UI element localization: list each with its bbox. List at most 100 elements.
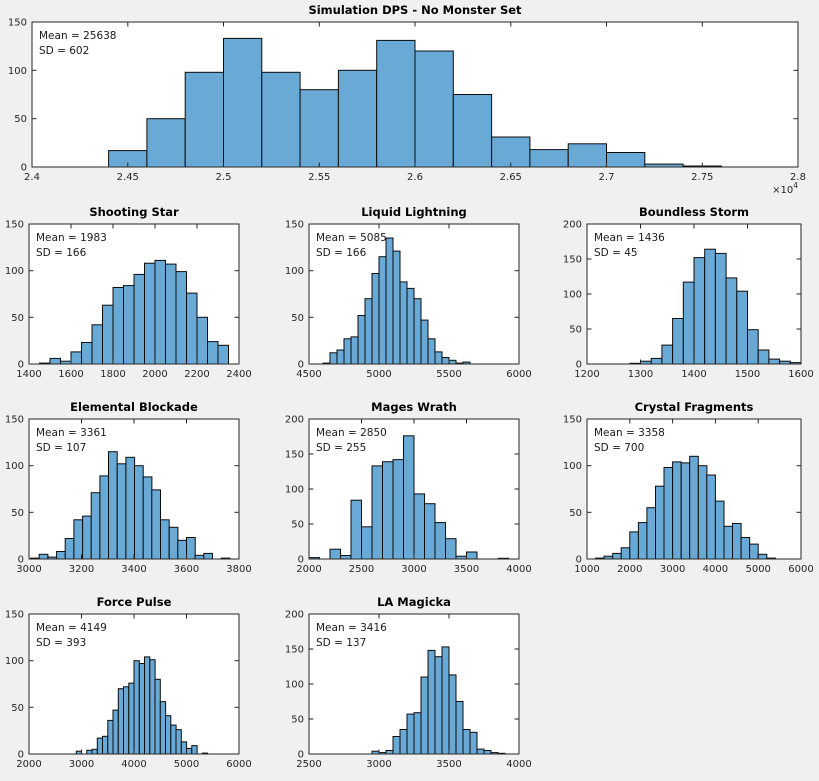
la-magicka-histogram: 2500 3000 3500 4000 0 50 100 150 200 LA Magicka Me… — [285, 595, 532, 770]
svg-text:0: 0 — [21, 163, 27, 174]
svg-text:1600: 1600 — [788, 369, 813, 380]
svg-text:1600: 1600 — [58, 369, 83, 380]
svg-text:Mean = 1983: Mean = 1983 — [36, 232, 107, 244]
svg-text:50: 50 — [569, 508, 582, 519]
svg-text:2.75: 2.75 — [691, 172, 713, 183]
svg-text:3000: 3000 — [660, 564, 685, 575]
svg-text:Mean = 4149: Mean = 4149 — [36, 622, 107, 634]
svg-text:4000: 4000 — [121, 759, 146, 770]
svg-text:Simulation DPS - No Monster Se: Simulation DPS - No Monster Set — [308, 3, 522, 17]
svg-text:Mean = 3358: Mean = 3358 — [594, 427, 665, 439]
shooting-star-histogram: 1400 1600 1800 2000 2200 2400 0 50 100 150 Shootin… — [5, 205, 252, 380]
svg-text:2.55: 2.55 — [308, 172, 330, 183]
svg-text:2000: 2000 — [296, 564, 321, 575]
svg-text:Mean = 1436: Mean = 1436 — [594, 232, 665, 244]
svg-text:150: 150 — [563, 415, 582, 426]
svg-text:3000: 3000 — [16, 564, 41, 575]
svg-text:Mean = 2850: Mean = 2850 — [316, 427, 387, 439]
svg-text:4000: 4000 — [506, 564, 531, 575]
svg-text:Boundless Storm: Boundless Storm — [639, 205, 749, 219]
svg-text:6000: 6000 — [506, 369, 531, 380]
chart-cell-la-magicka: 2500 3000 3500 4000 0 50 100 150 200 LA Magicka Me… — [280, 585, 555, 781]
liquid-lightning-histogram: 4500 5000 5500 6000 0 50 100 150 Liquid Lightnin… — [285, 205, 532, 380]
svg-text:2500: 2500 — [349, 564, 374, 575]
svg-text:2.8: 2.8 — [790, 172, 806, 183]
svg-text:200: 200 — [285, 415, 304, 426]
chart-cell-boundless-storm: 1200 1300 1400 1500 1600 0 50 100 150 200 Boundles… — [555, 195, 819, 390]
svg-text:50: 50 — [11, 703, 24, 714]
svg-text:50: 50 — [11, 313, 24, 324]
svg-text:100: 100 — [285, 680, 304, 691]
svg-text:0: 0 — [298, 555, 304, 566]
svg-text:2.6: 2.6 — [407, 172, 423, 183]
svg-text:6000: 6000 — [226, 759, 251, 770]
svg-text:4500: 4500 — [296, 369, 321, 380]
svg-text:2400: 2400 — [226, 369, 251, 380]
svg-text:2000: 2000 — [16, 759, 41, 770]
svg-text:SD = 700: SD = 700 — [594, 442, 644, 454]
svg-text:3800: 3800 — [226, 564, 251, 575]
svg-text:2.45: 2.45 — [117, 172, 139, 183]
svg-text:6000: 6000 — [788, 564, 813, 575]
svg-text:50: 50 — [11, 508, 24, 519]
svg-text:150: 150 — [5, 220, 24, 231]
svg-text:SD = 393: SD = 393 — [36, 637, 86, 649]
chart-cell-shooting-star: 1400 1600 1800 2000 2200 2400 0 50 100 150 Shootin… — [0, 195, 280, 390]
svg-text:5000: 5000 — [174, 759, 199, 770]
svg-text:100: 100 — [5, 266, 24, 277]
svg-text:2.65: 2.65 — [500, 172, 522, 183]
simulation-dps-histogram: 2.4 2.45 2.5 2.55 2.6 2.65 2.7 2.75 2.8 0 50 100 150… — [8, 3, 806, 195]
svg-text:4000: 4000 — [506, 759, 531, 770]
svg-text:100: 100 — [5, 461, 24, 472]
svg-text:50: 50 — [569, 325, 582, 336]
svg-text:2.4: 2.4 — [24, 172, 40, 183]
svg-text:150: 150 — [8, 18, 27, 29]
svg-text:3000: 3000 — [69, 759, 94, 770]
svg-text:2.5: 2.5 — [216, 172, 232, 183]
svg-text:3000: 3000 — [366, 759, 391, 770]
svg-text:100: 100 — [8, 66, 27, 77]
chart-cell-liquid-lightning: 4500 5000 5500 6000 0 50 100 150 Liquid Lightnin… — [280, 195, 555, 390]
svg-text:Shooting Star: Shooting Star — [89, 205, 179, 219]
svg-text:Mean = 5085: Mean = 5085 — [316, 232, 387, 244]
svg-text:2200: 2200 — [184, 369, 209, 380]
svg-text:5000: 5000 — [366, 369, 391, 380]
svg-text:1500: 1500 — [735, 369, 760, 380]
svg-text:100: 100 — [285, 266, 304, 277]
svg-text:5500: 5500 — [436, 369, 461, 380]
svg-text:50: 50 — [291, 313, 304, 324]
svg-text:5000: 5000 — [745, 564, 770, 575]
svg-text:150: 150 — [285, 645, 304, 656]
svg-text:200: 200 — [285, 610, 304, 621]
empty-cell — [555, 585, 819, 781]
svg-text:3500: 3500 — [454, 564, 479, 575]
svg-text:SD = 45: SD = 45 — [594, 247, 638, 259]
svg-text:3500: 3500 — [436, 759, 461, 770]
svg-text:3200: 3200 — [69, 564, 94, 575]
svg-text:150: 150 — [5, 415, 24, 426]
svg-text:150: 150 — [5, 610, 24, 621]
svg-text:LA Magicka: LA Magicka — [377, 595, 451, 609]
svg-text:50: 50 — [291, 715, 304, 726]
elemental-blockade-histogram: 3000 3200 3400 3600 3800 0 50 100 150 Elemental B… — [5, 400, 252, 575]
svg-text:200: 200 — [563, 220, 582, 231]
svg-text:2000: 2000 — [142, 369, 167, 380]
svg-text:150: 150 — [563, 255, 582, 266]
svg-text:100: 100 — [563, 461, 582, 472]
svg-text:1300: 1300 — [628, 369, 653, 380]
svg-text:×104: ×104 — [772, 181, 798, 195]
svg-text:SD = 166: SD = 166 — [316, 247, 367, 259]
chart-cell-elemental-blockade: 3000 3200 3400 3600 3800 0 50 100 150 Elemental B… — [0, 390, 280, 585]
svg-text:SD = 602: SD = 602 — [39, 45, 89, 57]
svg-text:Mean = 3416: Mean = 3416 — [316, 622, 387, 634]
svg-text:4000: 4000 — [703, 564, 728, 575]
svg-text:3600: 3600 — [174, 564, 199, 575]
svg-text:Mean = 25638: Mean = 25638 — [39, 30, 116, 42]
chart-cell-simulation-dps: 2.4 2.45 2.5 2.55 2.6 2.65 2.7 2.75 2.8 0 50 100 150… — [0, 0, 819, 195]
svg-text:150: 150 — [285, 450, 304, 461]
subplot-grid: 1400 1600 1800 2000 2200 2400 0 50 100 150 Shootin… — [0, 195, 819, 781]
svg-text:2.7: 2.7 — [599, 172, 615, 183]
svg-text:100: 100 — [285, 485, 304, 496]
mages-wrath-histogram: 2000 2500 3000 3500 4000 0 50 100 150 200 Mages Wr… — [285, 400, 532, 575]
svg-text:1800: 1800 — [100, 369, 125, 380]
